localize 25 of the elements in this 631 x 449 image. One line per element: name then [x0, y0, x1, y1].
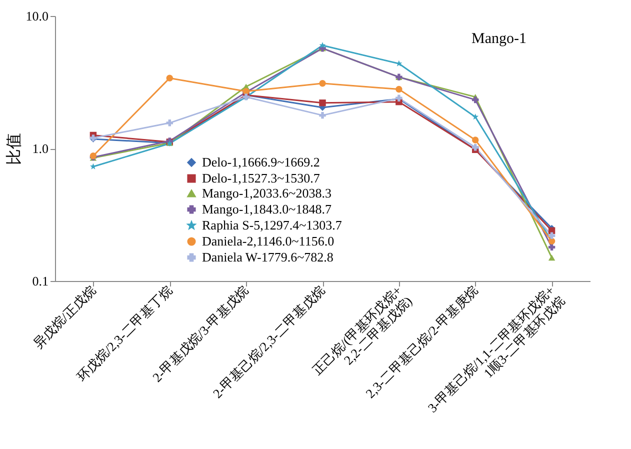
point — [166, 74, 173, 82]
point — [319, 112, 326, 119]
point — [319, 42, 326, 48]
legend-label: Delo-1,1666.9~1669.2 — [202, 154, 320, 170]
y-tick-label: 1.0 — [32, 141, 48, 156]
point — [396, 86, 402, 93]
point — [472, 144, 479, 151]
legend-label: Daniela W-1779.6~782.8 — [202, 250, 334, 264]
y-tick-label: 0.1 — [32, 274, 48, 288]
annotation: Mango-1 — [472, 31, 527, 47]
point — [319, 80, 326, 87]
point — [548, 232, 556, 239]
point — [472, 96, 479, 104]
y-axis-title: 比值 — [4, 133, 23, 165]
y-tick-label: 10.0 — [26, 8, 48, 24]
legend-label: Daniela-2,1146.0~1156.0 — [202, 234, 334, 248]
legend-label: Mango-1,2033.6~2038.3 — [202, 186, 332, 200]
point — [472, 114, 479, 120]
point — [548, 254, 556, 261]
legend-label: Mango-1,1843.0~1848.7 — [202, 202, 332, 216]
point — [166, 120, 173, 126]
legend-label: Delo-1,1527.3~1530.7 — [202, 170, 320, 186]
legend-label: Raphia S-5,1297.4~1303.7 — [202, 218, 342, 232]
point — [319, 100, 326, 106]
point — [472, 136, 479, 144]
